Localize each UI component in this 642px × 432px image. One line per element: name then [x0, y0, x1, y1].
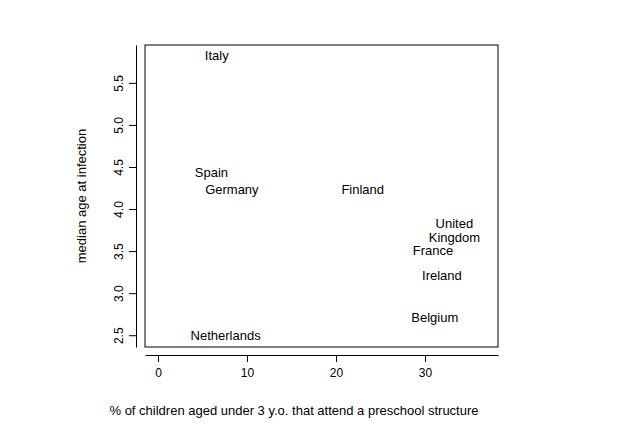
x-tick-mark	[425, 355, 426, 362]
y-tick-label: 4.0	[112, 201, 126, 218]
x-tick: 0	[155, 355, 162, 380]
x-tick-label: 0	[155, 366, 162, 380]
point-label: Netherlands	[191, 328, 262, 343]
y-tick: 5.0	[112, 117, 136, 134]
plot-frame	[145, 45, 498, 347]
x-tick-mark	[247, 355, 248, 362]
y-tick-mark	[129, 209, 136, 210]
x-tick: 30	[419, 355, 433, 380]
y-tick: 3.5	[112, 243, 136, 260]
point-label: Belgium	[411, 310, 458, 325]
x-tick-label: 10	[241, 366, 255, 380]
y-tick: 5.5	[112, 75, 136, 92]
x-axis-title: % of children aged under 3 y.o. that att…	[109, 403, 478, 418]
point-label: Ireland	[422, 268, 462, 283]
y-tick: 4.0	[112, 201, 136, 218]
point-label: Italy	[205, 48, 229, 63]
y-tick-mark	[129, 83, 136, 84]
y-axis-line	[136, 46, 137, 348]
y-tick-mark	[129, 293, 136, 294]
y-tick-label: 3.5	[112, 243, 126, 260]
y-axis: 2.5 3.0 3.5 4.0 4.5 5.0 5.5	[112, 46, 137, 348]
x-axis: 0 10 20 30	[146, 355, 499, 380]
y-tick-mark	[129, 335, 136, 336]
y-tick-label: 2.5	[112, 327, 126, 344]
x-tick-mark	[336, 355, 337, 362]
x-tick: 10	[241, 355, 255, 380]
y-tick: 3.0	[112, 285, 136, 302]
point-label: Germany	[205, 182, 259, 197]
x-axis-line	[146, 355, 499, 356]
point-label: France	[413, 243, 453, 258]
y-tick-label: 3.0	[112, 285, 126, 302]
x-tick-mark	[158, 355, 159, 362]
y-tick-mark	[129, 167, 136, 168]
y-tick: 4.5	[112, 159, 136, 176]
point-label: Spain	[195, 165, 228, 180]
y-tick-mark	[129, 251, 136, 252]
x-tick-label: 30	[419, 366, 433, 380]
y-tick-label: 5.5	[112, 75, 126, 92]
y-axis-title: median age at infection	[74, 129, 89, 263]
point-label: Finland	[341, 182, 384, 197]
y-tick-label: 5.0	[112, 117, 126, 134]
points: Italy Spain Germany Finland UnitedKingdomFra…	[191, 48, 480, 343]
y-tick: 2.5	[112, 327, 136, 344]
chart: 0 10 20 30 2.5 3.0 3.5 4.0 4.5 5.0 5.5 % of childre…	[0, 0, 642, 432]
x-tick-label: 20	[330, 366, 344, 380]
x-tick: 20	[330, 355, 344, 380]
y-tick-mark	[129, 125, 136, 126]
point-label: UnitedKingdom	[429, 216, 480, 245]
y-tick-label: 4.5	[112, 159, 126, 176]
